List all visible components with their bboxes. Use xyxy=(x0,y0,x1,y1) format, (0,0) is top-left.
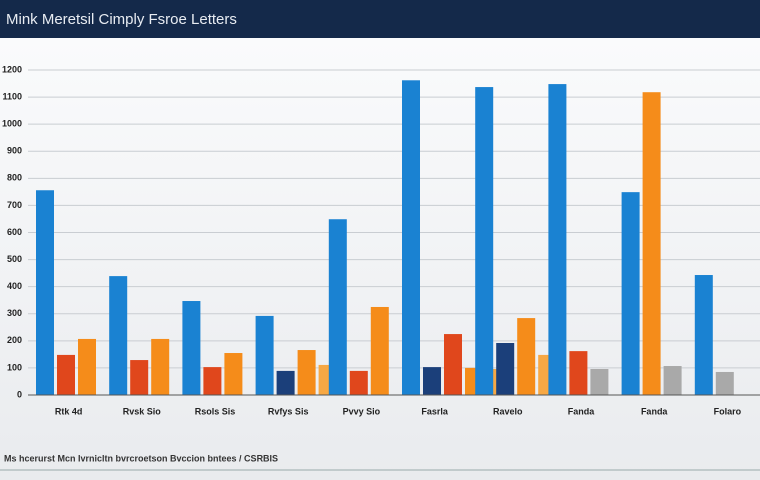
y-tick-label: 800 xyxy=(7,173,22,183)
bar xyxy=(569,351,588,395)
bar xyxy=(109,276,128,395)
bar xyxy=(349,370,368,395)
bar xyxy=(151,338,170,395)
x-tick-label: Rtk 4d xyxy=(55,406,83,416)
y-tick-label: 500 xyxy=(7,254,22,264)
bar xyxy=(182,301,201,395)
bar xyxy=(590,369,609,395)
header-bar xyxy=(0,0,760,38)
bar xyxy=(663,366,682,395)
bar xyxy=(444,334,462,395)
bar xyxy=(276,370,295,395)
y-tick-label: 900 xyxy=(7,146,22,156)
bar xyxy=(642,92,661,395)
bar xyxy=(328,219,347,395)
bar xyxy=(370,306,389,395)
chart-title: Mink Meretsil Cimply Fsroe Letters xyxy=(6,11,237,28)
bar xyxy=(548,84,567,395)
x-tick-label: Fanda xyxy=(568,406,595,416)
y-tick-label: 400 xyxy=(7,281,22,291)
x-tick-label: Pvvy Sio xyxy=(343,406,381,416)
x-tick-label: Rvfys Sis xyxy=(268,406,309,416)
footnote: Ms hcerurst Mcn Ivrnicltn bvrcroetson Bv… xyxy=(4,453,278,463)
y-tick-label: 100 xyxy=(7,362,22,372)
bar xyxy=(255,315,274,395)
bar xyxy=(78,338,96,395)
bar xyxy=(57,354,75,395)
y-tick-label: 200 xyxy=(7,335,22,345)
y-tick-label: 300 xyxy=(7,308,22,318)
bar xyxy=(402,80,420,396)
y-tick-label: 600 xyxy=(7,227,22,237)
x-tick-label: Ravelo xyxy=(493,406,523,416)
y-tick-label: 1100 xyxy=(2,91,22,101)
bar xyxy=(36,190,54,395)
bar xyxy=(224,353,243,395)
x-tick-label: Rsols Sis xyxy=(195,406,236,416)
bar xyxy=(496,343,515,395)
bar xyxy=(475,87,494,395)
bar xyxy=(694,275,713,395)
bar xyxy=(715,371,734,395)
x-tick-label: Fasrla xyxy=(421,406,449,416)
bar xyxy=(621,192,640,395)
y-tick-label: 1000 xyxy=(2,119,22,129)
bar xyxy=(297,350,316,395)
x-tick-label: Rvsk Sio xyxy=(123,406,162,416)
x-tick-label: Fanda xyxy=(641,406,668,416)
bar xyxy=(130,360,149,395)
y-tick-label: 0 xyxy=(17,389,22,399)
bar xyxy=(203,367,222,395)
y-tick-label: 700 xyxy=(7,200,22,210)
x-tick-label: Folaro xyxy=(714,406,742,416)
y-tick-label: 1200 xyxy=(2,64,22,74)
bar xyxy=(517,318,536,395)
bar xyxy=(423,367,441,395)
